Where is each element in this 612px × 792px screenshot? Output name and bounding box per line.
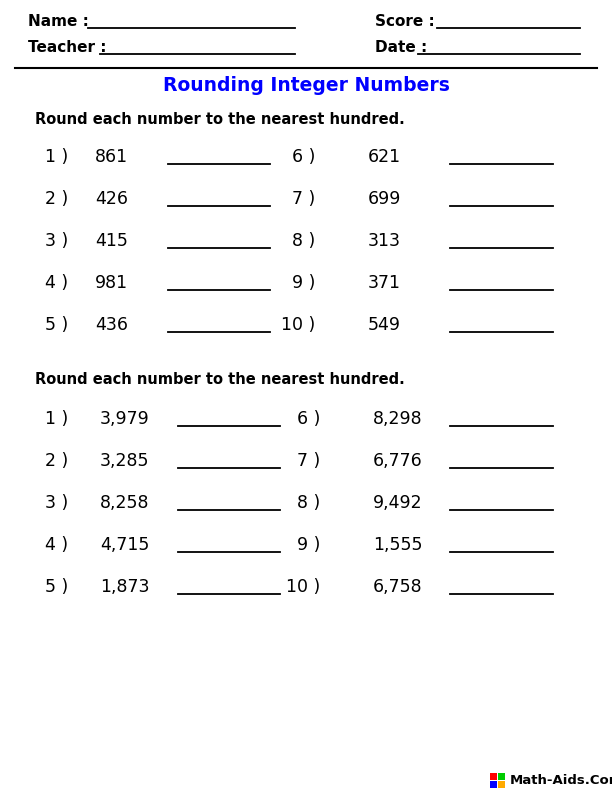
Text: 2 ): 2 ) bbox=[45, 452, 69, 470]
Text: 436: 436 bbox=[95, 316, 128, 334]
Text: 5 ): 5 ) bbox=[45, 316, 69, 334]
FancyBboxPatch shape bbox=[490, 781, 497, 788]
Text: Math-Aids.Com: Math-Aids.Com bbox=[510, 774, 612, 786]
Text: Round each number to the nearest hundred.: Round each number to the nearest hundred… bbox=[35, 112, 405, 127]
Text: 9,492: 9,492 bbox=[373, 494, 423, 512]
Text: Name :: Name : bbox=[28, 14, 89, 29]
Text: 1,873: 1,873 bbox=[100, 578, 149, 596]
Text: 10 ): 10 ) bbox=[286, 578, 320, 596]
Text: 415: 415 bbox=[95, 232, 128, 250]
FancyBboxPatch shape bbox=[490, 773, 497, 780]
Text: Teacher :: Teacher : bbox=[28, 40, 106, 55]
Text: 1 ): 1 ) bbox=[45, 148, 69, 166]
Text: 1,555: 1,555 bbox=[373, 536, 422, 554]
Text: 3 ): 3 ) bbox=[45, 232, 69, 250]
FancyBboxPatch shape bbox=[498, 773, 505, 780]
Text: 8 ): 8 ) bbox=[292, 232, 315, 250]
Text: 6,776: 6,776 bbox=[373, 452, 423, 470]
Text: 371: 371 bbox=[368, 274, 401, 292]
Text: Date :: Date : bbox=[375, 40, 427, 55]
Text: 6 ): 6 ) bbox=[292, 148, 315, 166]
Text: Rounding Integer Numbers: Rounding Integer Numbers bbox=[163, 76, 449, 95]
Text: 9 ): 9 ) bbox=[292, 274, 315, 292]
Text: 9 ): 9 ) bbox=[297, 536, 320, 554]
Text: 8,298: 8,298 bbox=[373, 410, 423, 428]
Text: 426: 426 bbox=[95, 190, 128, 208]
Text: 861: 861 bbox=[95, 148, 128, 166]
Text: 6 ): 6 ) bbox=[297, 410, 320, 428]
Text: 699: 699 bbox=[368, 190, 401, 208]
Text: 1 ): 1 ) bbox=[45, 410, 69, 428]
Text: 4 ): 4 ) bbox=[45, 274, 68, 292]
FancyBboxPatch shape bbox=[498, 781, 505, 788]
Text: 5 ): 5 ) bbox=[45, 578, 69, 596]
Text: 8,258: 8,258 bbox=[100, 494, 149, 512]
Text: Round each number to the nearest hundred.: Round each number to the nearest hundred… bbox=[35, 372, 405, 387]
Text: 313: 313 bbox=[368, 232, 401, 250]
Text: 981: 981 bbox=[95, 274, 128, 292]
Text: 3,285: 3,285 bbox=[100, 452, 149, 470]
Text: 7 ): 7 ) bbox=[297, 452, 320, 470]
Text: 7 ): 7 ) bbox=[292, 190, 315, 208]
Text: 8 ): 8 ) bbox=[297, 494, 320, 512]
Text: 4 ): 4 ) bbox=[45, 536, 68, 554]
Text: 549: 549 bbox=[368, 316, 401, 334]
Text: Score :: Score : bbox=[375, 14, 435, 29]
Text: 10 ): 10 ) bbox=[281, 316, 315, 334]
Text: 2 ): 2 ) bbox=[45, 190, 69, 208]
Text: 4,715: 4,715 bbox=[100, 536, 149, 554]
Text: 3 ): 3 ) bbox=[45, 494, 69, 512]
Text: 621: 621 bbox=[368, 148, 401, 166]
Text: 3,979: 3,979 bbox=[100, 410, 150, 428]
Text: 6,758: 6,758 bbox=[373, 578, 423, 596]
